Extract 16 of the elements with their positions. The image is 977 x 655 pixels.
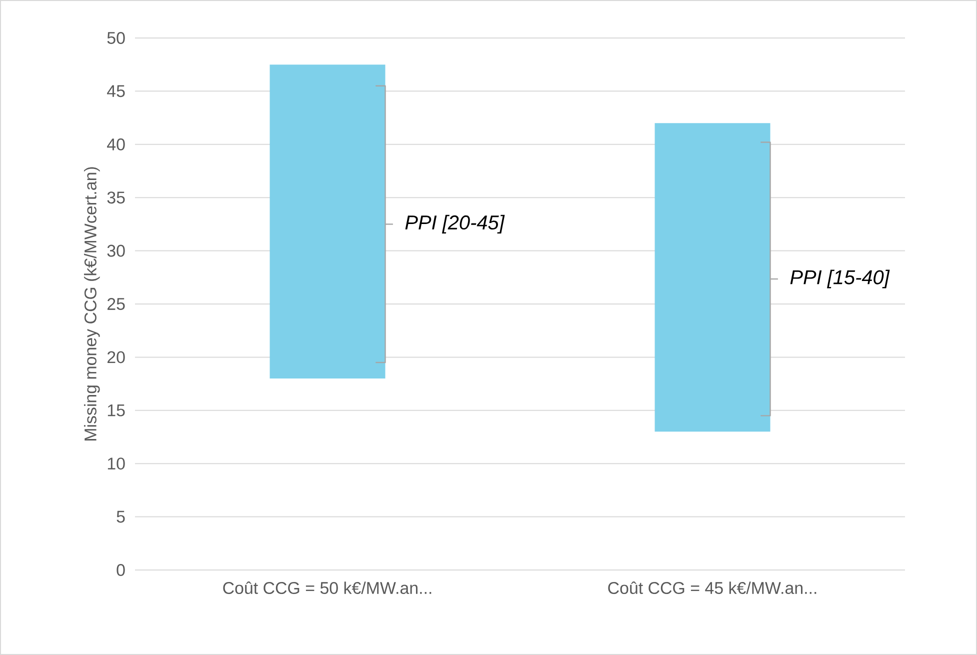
- y-tick-label: 35: [107, 192, 125, 204]
- y-tick-label: 0: [116, 564, 125, 576]
- x-tick-label: Coût CCG = 45 k€/MW.an...: [608, 582, 816, 594]
- y-tick-label: 30: [107, 244, 125, 257]
- x-tick-label: Coût CCG = 50 k€/MW.an...: [223, 582, 432, 594]
- y-tick-label: 40: [107, 138, 125, 150]
- annotation: PPI [15-40]: [790, 270, 890, 288]
- y-axis-title: Missing money CCG (k€/MWcert.an): [84, 167, 100, 440]
- y-tick-label: 20: [108, 351, 125, 364]
- y-tick-label: 15: [108, 404, 125, 416]
- annotation: PPI [20-45]: [405, 214, 505, 234]
- y-tick-label: 50: [107, 32, 125, 44]
- y-tick-label: 25: [108, 298, 125, 310]
- y-tick-label: 5: [116, 510, 125, 523]
- y-tick-label: 45: [107, 85, 125, 98]
- y-tick-label: 10: [108, 458, 125, 470]
